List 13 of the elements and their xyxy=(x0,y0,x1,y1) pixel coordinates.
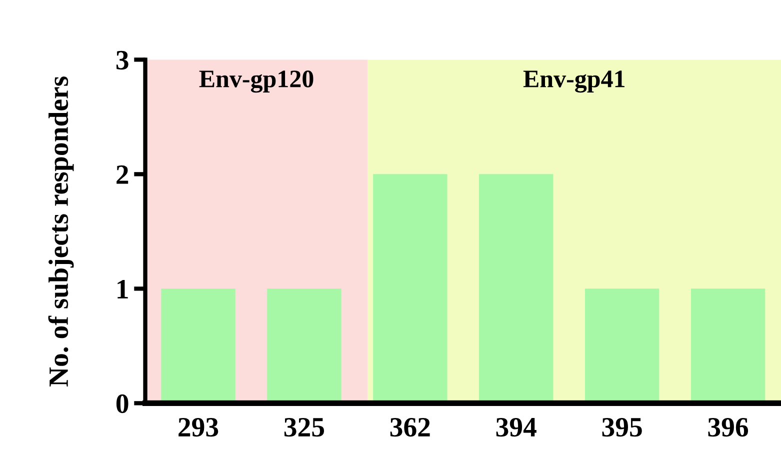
x-tick-label: 362 xyxy=(390,418,430,437)
y-axis-title: No. of subjects responders xyxy=(48,76,74,387)
band-label: Env-gp41 xyxy=(523,70,624,93)
y-tick-label: 1 xyxy=(118,280,128,298)
y-tick-label: 0 xyxy=(116,394,128,414)
band-label: Env-gp120 xyxy=(199,70,314,93)
x-tick-label: 396 xyxy=(708,418,748,437)
x-tick-label: 395 xyxy=(602,418,642,437)
y-tick-label: 3 xyxy=(116,50,128,70)
x-tick-label: 394 xyxy=(496,418,536,437)
x-tick-label: 293 xyxy=(178,418,218,437)
x-tick-label: 325 xyxy=(284,418,324,437)
y-tick-label: 2 xyxy=(116,165,128,184)
